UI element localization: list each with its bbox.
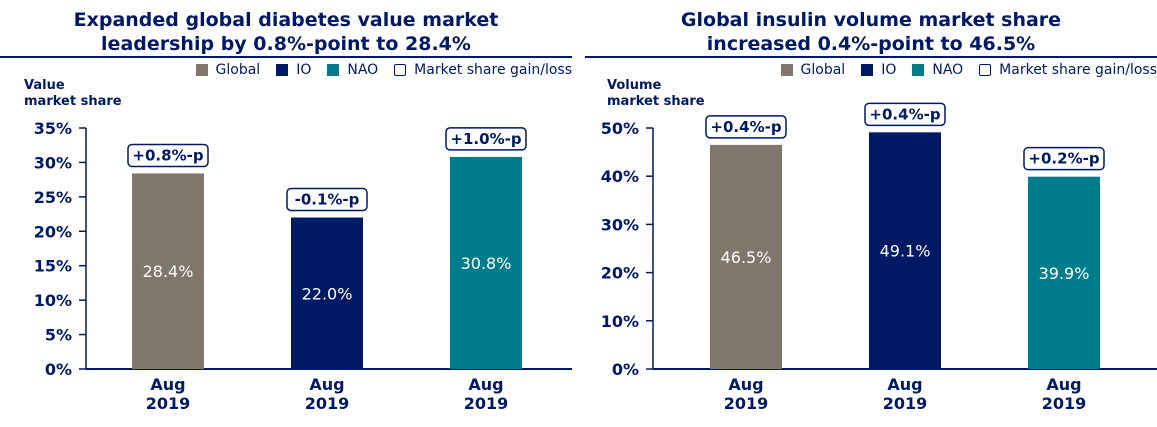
- legend-item-share-change: Market share gain/loss: [394, 62, 572, 78]
- bar-io: [291, 217, 363, 369]
- share-change-box: [445, 127, 527, 151]
- share-change-label: -0.1%-p: [295, 191, 360, 209]
- volume-market-share-panel: Global insulin volume market share incre…: [585, 0, 1157, 427]
- legend-label: NAO: [347, 62, 379, 78]
- bar-global: [710, 144, 782, 369]
- bar-nao: [450, 156, 522, 369]
- y-axis-label: Volume market share: [607, 78, 737, 110]
- legend-item-share-change: Market share gain/loss: [979, 62, 1157, 78]
- share-change-box: [1023, 146, 1105, 171]
- y-axis-label-line-1: Volume: [607, 78, 662, 93]
- legend-swatch-io: [276, 64, 289, 76]
- legend-label: NAO: [932, 62, 964, 78]
- share-change-box: [864, 102, 946, 127]
- chart-title-line-1: Global insulin volume market share: [680, 9, 1062, 31]
- share-change-box: [127, 143, 209, 168]
- bar-global: [132, 173, 204, 369]
- share-change-box: [705, 115, 787, 139]
- bar-nao: [1028, 176, 1100, 369]
- chart-title: Global insulin volume market share incre…: [585, 8, 1157, 56]
- legend-item-global: Global: [780, 62, 846, 78]
- legend-label: IO: [296, 62, 312, 78]
- x-tick-label: Aug: [887, 375, 922, 394]
- legend-label: Global: [215, 62, 261, 78]
- y-axis-label-line-1: Value: [24, 78, 65, 93]
- y-tick-label: 10%: [601, 312, 639, 331]
- y-tick-label: 0%: [45, 360, 72, 379]
- share-change-label: +0.8%-p: [132, 146, 203, 164]
- legend-swatch-nao: [912, 64, 925, 76]
- x-tick-label: 2019: [883, 394, 928, 413]
- y-tick-label: 30%: [34, 153, 72, 172]
- share-change-label: +1.0%-p: [450, 130, 521, 148]
- legend-item-nao: NAO: [327, 62, 378, 78]
- y-tick-label: 0%: [612, 360, 639, 379]
- value-market-share-panel: Expanded global diabetes value market le…: [0, 0, 572, 427]
- volume-share-bar-chart: 0%10%20%30%40%50%46.5%+0.4%-pAug201949.1…: [601, 102, 1157, 413]
- legend-swatch-nao: [327, 64, 340, 76]
- x-tick-label: 2019: [1042, 394, 1087, 413]
- title-divider: [585, 56, 1157, 58]
- chart-title-line-2: leadership by 0.8%-point to 28.4%: [101, 33, 471, 55]
- legend-swatch-outline: [979, 64, 992, 76]
- legend-label: Global: [800, 62, 846, 78]
- x-tick-label: 2019: [724, 394, 769, 413]
- legend-swatch-io: [861, 64, 874, 76]
- share-change-label: +0.4%-p: [869, 105, 940, 123]
- y-tick-label: 5%: [45, 326, 72, 345]
- bar-value-label: 28.4%: [143, 262, 194, 281]
- title-divider: [0, 56, 572, 58]
- legend-swatch-outline: [394, 64, 407, 76]
- y-tick-label: 15%: [34, 257, 72, 276]
- x-tick-label: 2019: [146, 394, 191, 413]
- chart-title-line-2: increased 0.4%-point to 46.5%: [706, 33, 1036, 55]
- bar-value-label: 22.0%: [302, 284, 353, 303]
- bar-value-label: 49.1%: [880, 242, 931, 261]
- share-change-label: +0.4%-p: [710, 118, 781, 136]
- y-tick-label: 10%: [34, 291, 72, 310]
- legend-item-io: IO: [276, 62, 311, 78]
- legend-item-nao: NAO: [912, 62, 963, 78]
- bar-io: [869, 132, 941, 369]
- y-axis-label-line-2: market share: [607, 94, 705, 109]
- x-tick-label: Aug: [468, 375, 503, 394]
- legend-label: IO: [881, 62, 897, 78]
- legend-item-global: Global: [195, 62, 261, 78]
- y-tick-label: 25%: [34, 188, 72, 207]
- share-change-label: +0.2%-p: [1028, 150, 1099, 168]
- chart-title: Expanded global diabetes value market le…: [0, 8, 572, 56]
- y-tick-label: 40%: [601, 167, 639, 186]
- share-change-box: [286, 187, 368, 212]
- y-axis-label: Value market share: [24, 78, 154, 110]
- legend-swatch-global: [195, 64, 208, 76]
- bar-value-label: 39.9%: [1039, 264, 1090, 283]
- legend: Global IO NAO Market share gain/loss: [765, 62, 1157, 78]
- y-tick-label: 35%: [34, 119, 72, 138]
- legend-item-io: IO: [861, 62, 896, 78]
- bar-value-label: 46.5%: [721, 248, 772, 267]
- value-share-bar-chart: 0%5%10%15%20%25%30%35%28.4%+0.8%-pAug201…: [34, 119, 572, 413]
- legend-swatch-global: [780, 64, 793, 76]
- chart-title-line-1: Expanded global diabetes value market: [73, 9, 499, 31]
- legend-label: Market share gain/loss: [414, 62, 572, 78]
- y-tick-label: 50%: [601, 119, 639, 138]
- y-tick-label: 20%: [601, 264, 639, 283]
- y-tick-label: 20%: [34, 222, 72, 241]
- x-tick-label: Aug: [309, 375, 344, 394]
- y-axis-label-line-2: market share: [24, 94, 122, 109]
- x-tick-label: Aug: [728, 375, 763, 394]
- legend: Global IO NAO Market share gain/loss: [180, 62, 572, 78]
- bar-value-label: 30.8%: [461, 254, 512, 273]
- y-tick-label: 30%: [601, 215, 639, 234]
- legend-label: Market share gain/loss: [999, 62, 1157, 78]
- x-tick-label: 2019: [305, 394, 350, 413]
- x-tick-label: Aug: [150, 375, 185, 394]
- x-tick-label: 2019: [464, 394, 509, 413]
- x-tick-label: Aug: [1046, 375, 1081, 394]
